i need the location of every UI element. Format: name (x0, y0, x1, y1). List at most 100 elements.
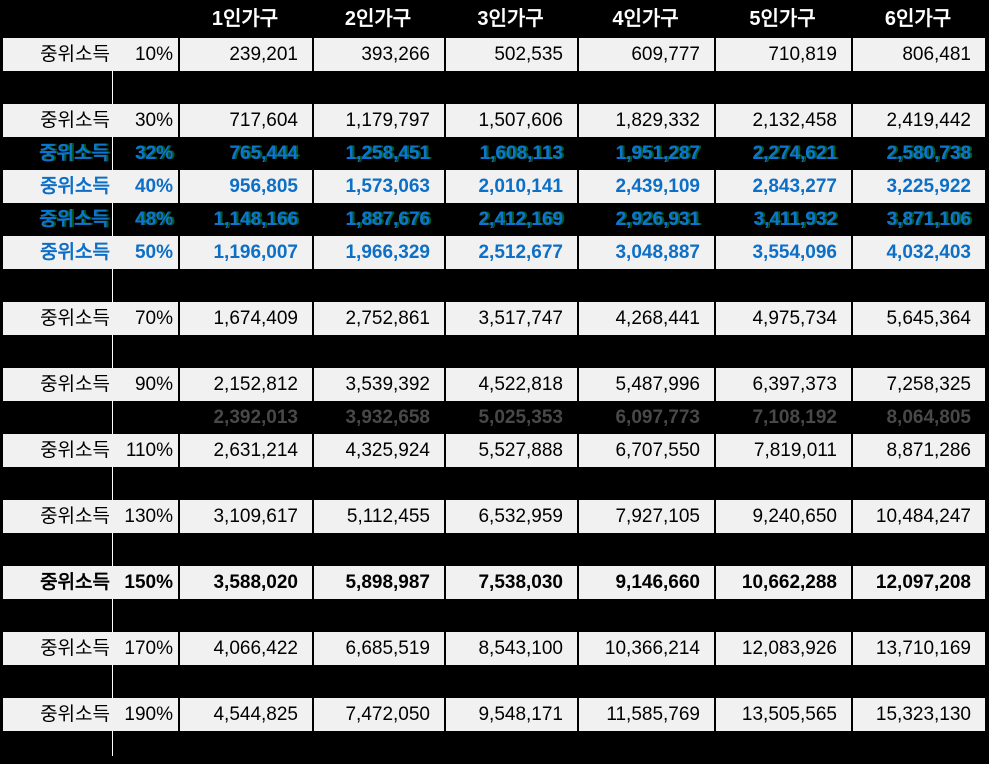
column-header-2person[interactable]: 2인가구 (344, 8, 412, 30)
row-label[interactable]: 중위소득 (3, 566, 113, 599)
value-cell[interactable]: 7,258,325 (851, 368, 985, 401)
value-cell[interactable]: 4,544,825 (178, 698, 312, 731)
value-cell[interactable]: 2,580,738 (886, 143, 971, 164)
value-cell[interactable]: 6,707,550 (577, 434, 714, 467)
value-cell[interactable]: 7,472,050 (312, 698, 444, 731)
percent-cell[interactable]: 110% (113, 434, 178, 467)
row-label[interactable]: 중위소득 (3, 38, 113, 71)
value-cell[interactable]: 4,975,734 (714, 302, 851, 335)
value-cell[interactable]: 1,829,332 (577, 104, 714, 137)
value-cell[interactable]: 7,927,105 (577, 500, 714, 533)
value-cell[interactable]: 3,517,747 (444, 302, 577, 335)
value-cell[interactable]: 3,871,106 (886, 209, 971, 230)
value-cell[interactable]: 7,108,192 (752, 407, 837, 428)
value-cell[interactable]: 5,487,996 (577, 368, 714, 401)
value-cell[interactable]: 12,097,208 (851, 566, 985, 599)
value-cell[interactable]: 4,066,422 (178, 632, 312, 665)
percent-cell[interactable]: 30% (113, 104, 178, 137)
value-cell[interactable]: 393,266 (312, 38, 444, 71)
percent-cell[interactable] (113, 401, 178, 434)
column-header-3person[interactable]: 3인가구 (477, 8, 544, 30)
value-cell[interactable]: 6,397,373 (714, 368, 851, 401)
value-cell[interactable]: 6,097,773 (615, 407, 700, 428)
value-cell[interactable]: 609,777 (577, 38, 714, 71)
value-cell[interactable]: 1,196,007 (178, 236, 312, 269)
value-cell[interactable]: 2,631,214 (178, 434, 312, 467)
percent-cell[interactable]: 40% (113, 170, 178, 203)
column-header-1person[interactable]: 1인가구 (211, 8, 279, 30)
value-cell[interactable]: 13,505,565 (714, 698, 851, 731)
row-label[interactable]: 중위소득 (3, 698, 113, 731)
row-label[interactable]: 중위소득 (3, 302, 113, 335)
value-cell[interactable]: 9,240,650 (714, 500, 851, 533)
row-label[interactable]: 중위소득 (3, 632, 113, 665)
row-label[interactable] (3, 401, 113, 434)
column-header-4person[interactable]: 4인가구 (612, 8, 679, 30)
value-cell[interactable]: 8,543,100 (444, 632, 577, 665)
value-cell[interactable]: 11,585,769 (577, 698, 714, 731)
value-cell[interactable]: 7,819,011 (714, 434, 851, 467)
value-cell[interactable]: 1,966,329 (312, 236, 444, 269)
value-cell[interactable]: 2,152,812 (178, 368, 312, 401)
value-cell[interactable]: 10,366,214 (577, 632, 714, 665)
value-cell[interactable]: 2,843,277 (714, 170, 851, 203)
value-cell[interactable]: 717,604 (178, 104, 312, 137)
value-cell[interactable]: 4,522,818 (444, 368, 577, 401)
value-cell[interactable]: 3,048,887 (577, 236, 714, 269)
value-cell[interactable]: 3,225,922 (851, 170, 985, 203)
value-cell[interactable]: 2,392,013 (213, 407, 298, 428)
value-cell[interactable]: 3,411,932 (753, 209, 837, 230)
value-cell[interactable]: 2,132,458 (714, 104, 851, 137)
percent-cell[interactable]: 90% (113, 368, 178, 401)
value-cell[interactable]: 3,539,392 (312, 368, 444, 401)
value-cell[interactable]: 3,588,020 (178, 566, 312, 599)
percent-cell[interactable]: 150% (113, 566, 178, 599)
value-cell[interactable]: 10,484,247 (851, 500, 985, 533)
value-cell[interactable]: 3,109,617 (178, 500, 312, 533)
row-label[interactable]: 중위소득 (3, 137, 113, 170)
value-cell[interactable]: 4,268,441 (577, 302, 714, 335)
value-cell[interactable]: 6,685,519 (312, 632, 444, 665)
value-cell[interactable]: 2,926,931 (615, 209, 700, 230)
value-cell[interactable]: 5,645,364 (851, 302, 985, 335)
value-cell[interactable]: 9,146,660 (577, 566, 714, 599)
value-cell[interactable]: 2,412,169 (478, 209, 563, 230)
percent-cell[interactable]: 130% (113, 500, 178, 533)
value-cell[interactable]: 2,512,677 (444, 236, 577, 269)
value-cell[interactable]: 12,083,926 (714, 632, 851, 665)
value-cell[interactable]: 1,148,166 (213, 209, 298, 230)
percent-cell[interactable]: 10% (113, 38, 178, 71)
value-cell[interactable]: 2,439,109 (577, 170, 714, 203)
percent-cell[interactable]: 70% (113, 302, 178, 335)
value-cell[interactable]: 2,752,861 (312, 302, 444, 335)
value-cell[interactable]: 1,507,606 (444, 104, 577, 137)
value-cell[interactable]: 765,444 (229, 143, 298, 164)
value-cell[interactable]: 1,573,063 (312, 170, 444, 203)
value-cell[interactable]: 5,898,987 (312, 566, 444, 599)
percent-cell[interactable]: 50% (113, 236, 178, 269)
value-cell[interactable]: 1,887,676 (345, 209, 430, 230)
value-cell[interactable]: 10,662,288 (714, 566, 851, 599)
value-cell[interactable]: 9,548,171 (444, 698, 577, 731)
value-cell[interactable]: 2,419,442 (851, 104, 985, 137)
row-label[interactable]: 중위소득 (3, 434, 113, 467)
value-cell[interactable]: 6,532,959 (444, 500, 577, 533)
value-cell[interactable]: 3,932,658 (345, 407, 430, 428)
value-cell[interactable]: 502,535 (444, 38, 577, 71)
value-cell[interactable]: 2,274,621 (752, 143, 837, 164)
value-cell[interactable]: 1,674,409 (178, 302, 312, 335)
value-cell[interactable]: 4,325,924 (312, 434, 444, 467)
column-header-6person[interactable]: 6인가구 (884, 8, 952, 30)
value-cell[interactable]: 15,323,130 (851, 698, 985, 731)
percent-cell[interactable]: 48% (134, 209, 173, 230)
value-cell[interactable]: 4,032,403 (851, 236, 985, 269)
row-label[interactable]: 중위소득 (3, 500, 113, 533)
row-label[interactable]: 중위소득 (3, 368, 113, 401)
value-cell[interactable]: 5,112,455 (312, 500, 444, 533)
value-cell[interactable]: 1,179,797 (312, 104, 444, 137)
row-label[interactable]: 중위소득 (3, 203, 113, 236)
value-cell[interactable]: 710,819 (714, 38, 851, 71)
value-cell[interactable]: 5,025,353 (478, 407, 563, 428)
value-cell[interactable]: 3,554,096 (714, 236, 851, 269)
value-cell[interactable]: 13,710,169 (851, 632, 985, 665)
